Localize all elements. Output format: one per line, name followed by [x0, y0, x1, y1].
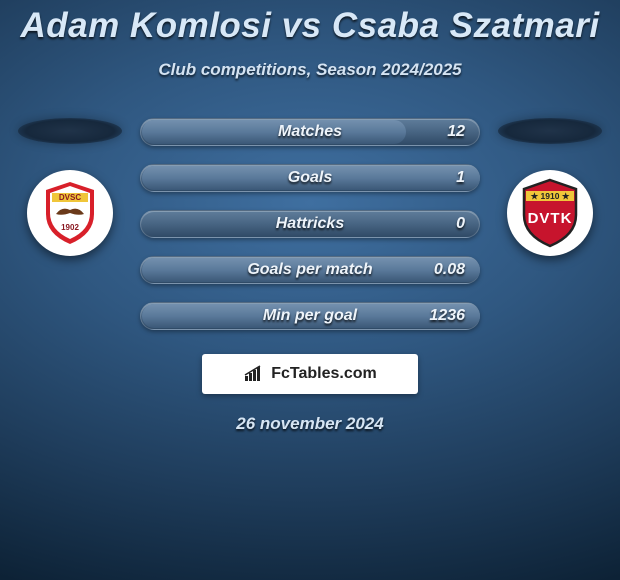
- brand-box: FcTables.com: [202, 354, 418, 394]
- stat-bar: Goals 1: [140, 164, 480, 192]
- stat-bar-value: 0: [456, 211, 465, 237]
- dvsc-shield-icon: DVSC 1902: [42, 180, 98, 246]
- comparison-stage: DVSC 1902 Matches 12 Goals 1 Hattricks 0…: [0, 118, 620, 330]
- stat-bar-value: 1236: [429, 303, 465, 329]
- date-label: 26 november 2024: [0, 414, 620, 434]
- player-shadow-left: [18, 118, 122, 144]
- stat-bar-value: 0.08: [434, 257, 465, 283]
- chart-icon: [243, 365, 265, 383]
- stat-bar-label: Matches: [141, 119, 479, 145]
- stat-bar-value: 12: [447, 119, 465, 145]
- stat-bars: Matches 12 Goals 1 Hattricks 0 Goals per…: [140, 118, 480, 330]
- stat-bar: Hattricks 0: [140, 210, 480, 238]
- stat-bar-value: 1: [456, 165, 465, 191]
- svg-text:★ 1910 ★: ★ 1910 ★: [531, 191, 571, 201]
- player-shadow-right: [498, 118, 602, 144]
- right-side: ★ 1910 ★ DVTK: [490, 118, 610, 256]
- club-badge-right: ★ 1910 ★ DVTK: [507, 170, 593, 256]
- stat-bar-label: Goals per match: [141, 257, 479, 283]
- stat-bar: Min per goal 1236: [140, 302, 480, 330]
- svg-text:1902: 1902: [61, 223, 79, 232]
- stat-bar-label: Hattricks: [141, 211, 479, 237]
- svg-text:DVTK: DVTK: [528, 210, 573, 227]
- club-badge-left: DVSC 1902: [27, 170, 113, 256]
- brand-label: FcTables.com: [271, 365, 377, 383]
- page-title: Adam Komlosi vs Csaba Szatmari: [0, 0, 620, 46]
- dvtk-shield-icon: ★ 1910 ★ DVTK: [518, 177, 582, 249]
- page-subtitle: Club competitions, Season 2024/2025: [0, 60, 620, 80]
- stat-bar: Goals per match 0.08: [140, 256, 480, 284]
- stat-bar-label: Goals: [141, 165, 479, 191]
- left-side: DVSC 1902: [10, 118, 130, 256]
- stat-bar: Matches 12: [140, 118, 480, 146]
- svg-text:DVSC: DVSC: [59, 193, 81, 202]
